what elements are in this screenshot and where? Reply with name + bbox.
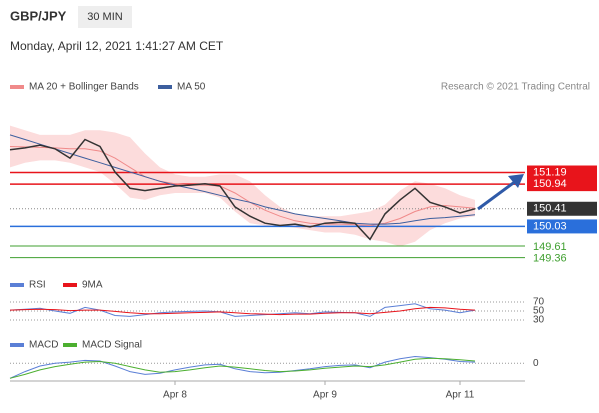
legend-label: MACD Signal	[82, 340, 142, 351]
x-tick-label: Apr 9	[313, 390, 337, 401]
legend-label: 9MA	[82, 280, 103, 291]
rsi-line	[9, 306, 476, 316]
chart-title: GBP/JPY	[10, 8, 67, 23]
legend-swatch	[63, 283, 77, 287]
x-tick-label: Apr 8	[163, 390, 187, 401]
macd-line	[9, 355, 476, 379]
level-box	[527, 177, 597, 192]
legend-swatch	[10, 85, 24, 89]
y-tick-label: 0	[533, 358, 539, 369]
y-tick-label: 30	[533, 315, 545, 326]
level-label: 149.61	[533, 241, 567, 253]
level-label: 150.03	[533, 220, 567, 232]
level-label: 151.19	[533, 166, 567, 178]
ma-line	[9, 134, 476, 225]
timeframe[interactable]: 30 MIN	[87, 11, 123, 23]
arrow-head	[508, 174, 524, 188]
legend-swatch	[10, 283, 24, 287]
last-price-box	[527, 201, 597, 216]
y-tick-label: 70	[533, 297, 545, 308]
price-line	[9, 138, 476, 241]
level-label: 150.94	[533, 178, 567, 190]
arrow	[477, 179, 517, 211]
bollinger-band	[10, 125, 475, 247]
legend-swatch	[63, 343, 77, 347]
ma-line	[9, 146, 476, 227]
level-box	[527, 219, 597, 234]
y-tick-label: 50	[533, 306, 545, 317]
credit: Research © 2021 Trading Central	[441, 82, 590, 93]
legend-label: RSI	[29, 280, 46, 291]
legend-label: MA 50	[177, 82, 206, 93]
legend-swatch	[158, 85, 172, 89]
subtitle: Monday, April 12, 2021 1:41:27 AM CET	[10, 39, 224, 53]
last-price-label: 150.41	[533, 203, 567, 215]
level-label: 149.36	[533, 252, 567, 264]
rsi-line	[9, 303, 476, 317]
level-box	[527, 165, 597, 180]
legend-label: MACD	[29, 340, 58, 351]
macd-line	[9, 357, 476, 379]
legend-label: MA 20 + Bollinger Bands	[29, 82, 139, 93]
x-tick-label: Apr 11	[446, 390, 475, 401]
timeframe-box[interactable]	[78, 6, 132, 28]
legend-swatch	[10, 343, 24, 347]
